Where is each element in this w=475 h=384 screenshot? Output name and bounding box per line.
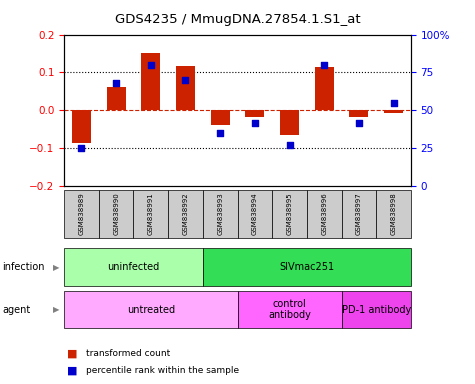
Text: GSM838989: GSM838989: [78, 193, 85, 235]
Text: ▶: ▶: [53, 263, 59, 272]
Text: SIVmac251: SIVmac251: [279, 262, 334, 272]
Bar: [210, 111, 230, 125]
Bar: [280, 111, 299, 135]
Point: [113, 80, 120, 86]
Text: GDS4235 / MmugDNA.27854.1.S1_at: GDS4235 / MmugDNA.27854.1.S1_at: [114, 13, 361, 26]
Text: GSM838993: GSM838993: [217, 193, 223, 235]
Point: [251, 119, 259, 126]
Text: control
antibody: control antibody: [268, 299, 311, 320]
Text: GSM838996: GSM838996: [321, 193, 327, 235]
Text: GSM838995: GSM838995: [286, 193, 293, 235]
Text: untreated: untreated: [127, 305, 175, 314]
Text: GSM838992: GSM838992: [182, 193, 189, 235]
Bar: [141, 53, 161, 111]
Text: GSM838991: GSM838991: [148, 193, 154, 235]
Bar: [384, 111, 403, 113]
Point: [78, 145, 86, 151]
Point: [355, 119, 363, 126]
Bar: [314, 67, 334, 111]
Point: [147, 62, 155, 68]
Bar: [106, 87, 126, 111]
Bar: [72, 111, 91, 142]
Text: GSM838990: GSM838990: [113, 193, 119, 235]
Point: [286, 142, 294, 148]
Bar: [349, 111, 369, 117]
Text: ■: ■: [66, 366, 77, 376]
Text: ■: ■: [66, 348, 77, 358]
Bar: [245, 111, 265, 117]
Point: [320, 62, 328, 68]
Bar: [176, 66, 195, 111]
Text: GSM838998: GSM838998: [390, 193, 397, 235]
Text: PD-1 antibody: PD-1 antibody: [342, 305, 411, 314]
Text: agent: agent: [2, 305, 30, 314]
Point: [217, 130, 224, 136]
Point: [390, 100, 397, 106]
Text: infection: infection: [2, 262, 45, 272]
Text: transformed count: transformed count: [86, 349, 170, 358]
Text: percentile rank within the sample: percentile rank within the sample: [86, 366, 238, 375]
Text: ▶: ▶: [53, 305, 59, 314]
Point: [181, 77, 189, 83]
Text: GSM838994: GSM838994: [252, 193, 258, 235]
Text: uninfected: uninfected: [107, 262, 160, 272]
Text: GSM838997: GSM838997: [356, 193, 362, 235]
